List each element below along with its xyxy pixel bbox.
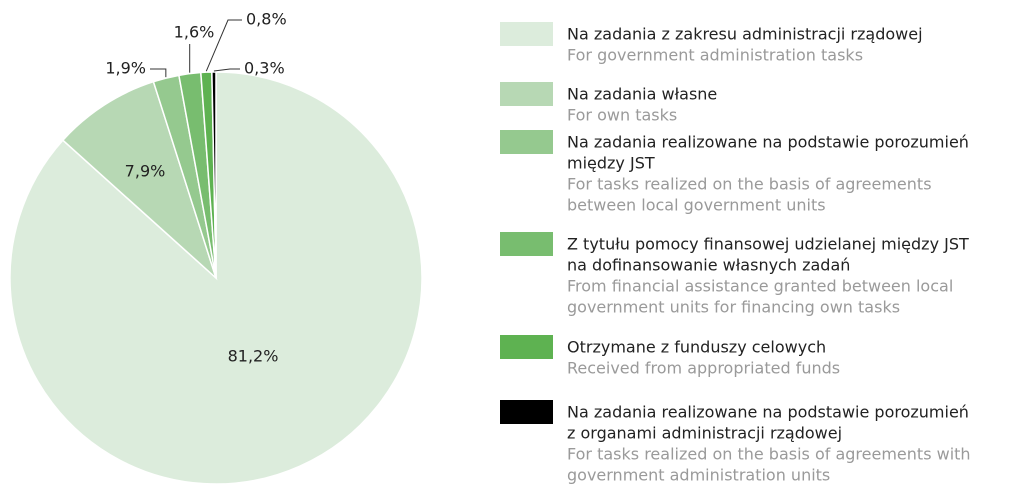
legend-label: Otrzymane z funduszy celowych (567, 338, 826, 357)
legend-label-en: From financial assistance granted betwee… (567, 277, 953, 296)
slice-label: 0,8% (246, 10, 287, 29)
slice-label: 1,6% (174, 23, 215, 42)
leader-line (205, 19, 242, 72)
legend-swatch (500, 400, 553, 424)
slice-label: 0,3% (244, 59, 285, 78)
legend-label: między JST (567, 154, 655, 173)
legend-label: z organami administracji rządowej (567, 424, 842, 443)
leader-line (213, 68, 240, 72)
legend-label-en: For government administration tasks (567, 46, 863, 65)
legend-label: Z tytułu pomocy finansowej udzielanej mi… (567, 235, 969, 254)
legend-label: Na zadania realizowane na podstawie poro… (567, 133, 969, 152)
slice-label: 1,9% (105, 59, 146, 78)
slice-label: 81,2% (228, 347, 279, 366)
leader-line (150, 68, 167, 78)
pie-slice (211, 71, 217, 279)
pie-slice (61, 80, 218, 281)
legend-label-en: Received from appropriated funds (567, 359, 840, 378)
slice-label: 7,9% (125, 162, 166, 181)
legend-swatch (500, 82, 553, 106)
legend-swatch (500, 232, 553, 256)
legend-label: na dofinansowanie własnych zadań (567, 256, 850, 275)
legend-label: Na zadania własne (567, 85, 717, 104)
legend-label-en: For tasks realized on the basis of agree… (567, 175, 932, 194)
legend-label-en: For own tasks (567, 106, 677, 125)
legend-label: Na zadania realizowane na podstawie poro… (567, 403, 969, 422)
legend-label-en: government administration units (567, 466, 830, 485)
legend-label-en: between local government units (567, 196, 826, 215)
legend-swatch (500, 22, 553, 46)
legend-label-en: government units for financing own tasks (567, 298, 900, 317)
legend-label: Na zadania z zakresu administracji rządo… (567, 25, 923, 44)
legend-swatch (500, 130, 553, 154)
legend-swatch (500, 335, 553, 359)
legend-label-en: For tasks realized on the basis of agree… (567, 445, 971, 464)
